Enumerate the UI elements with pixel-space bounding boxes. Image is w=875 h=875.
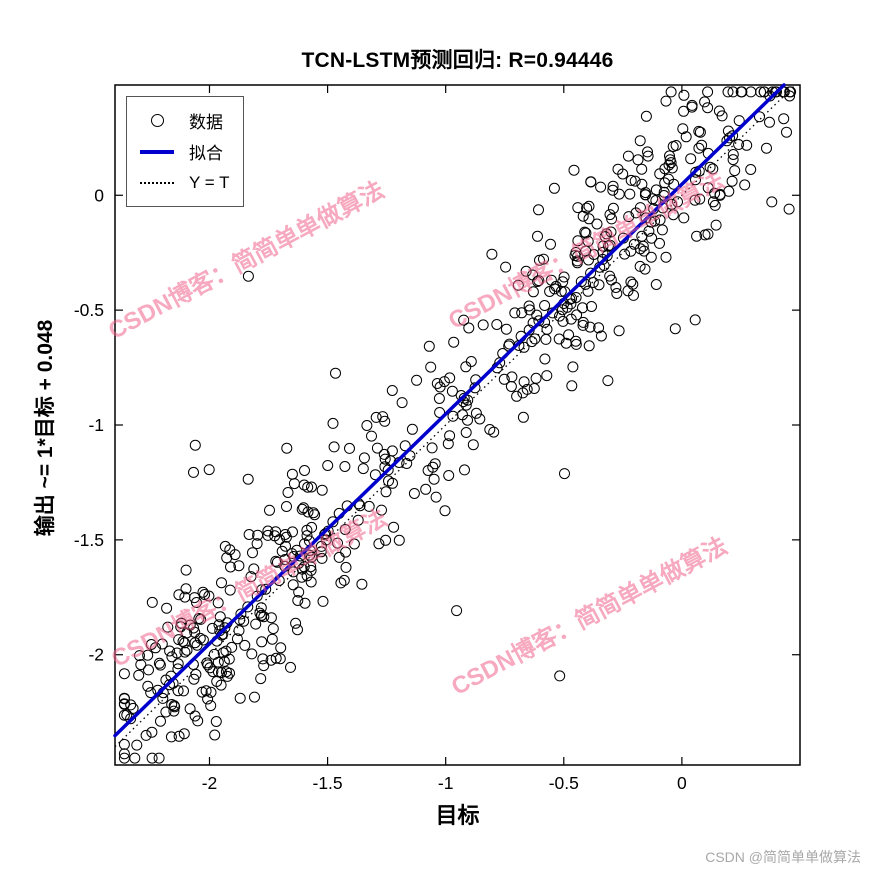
legend-item-fit: 拟合 [133, 136, 229, 167]
fit-line-icon [133, 149, 181, 154]
legend-label-data: 数据 [189, 113, 223, 132]
legend-label-identity: Y = T [189, 172, 230, 192]
y-tick-label: -2 [88, 645, 104, 665]
x-tick-label: -1 [438, 773, 454, 793]
data-marker-icon [133, 114, 181, 127]
legend-box: 数据 拟合 Y = T [126, 96, 245, 207]
fit-line [113, 83, 786, 738]
x-axis-label: 目标 [435, 803, 480, 828]
y-tick-label: 0 [94, 185, 104, 205]
axis-ticks [115, 85, 800, 765]
y-axis-label: 输出 ~= 1*目标 + 0.048 [34, 319, 57, 537]
x-tick-label: -0.5 [549, 773, 579, 793]
identity-line [114, 84, 796, 748]
x-tick-label: -2 [202, 773, 218, 793]
legend-item-data: 数据 [133, 105, 229, 136]
identity-line-icon [133, 181, 181, 184]
chart-title: TCN-LSTM预测回归: R=0.94446 [301, 49, 614, 72]
legend-item-identity: Y = T [133, 167, 229, 198]
y-tick-label: -1.5 [74, 530, 104, 550]
legend-label-fit: 拟合 [189, 144, 223, 163]
y-tick-label: -1 [88, 415, 104, 435]
footer-credit: CSDN @简简单单做算法 [705, 849, 861, 865]
x-tick-label: -1.5 [313, 773, 343, 793]
tick-labels: -2 -1.5 -1 -0.5 0 0 -0.5 -1 -1.5 -2 [74, 185, 687, 793]
y-tick-label: -0.5 [74, 300, 104, 320]
x-tick-label: 0 [677, 773, 687, 793]
data-points [118, 86, 797, 764]
